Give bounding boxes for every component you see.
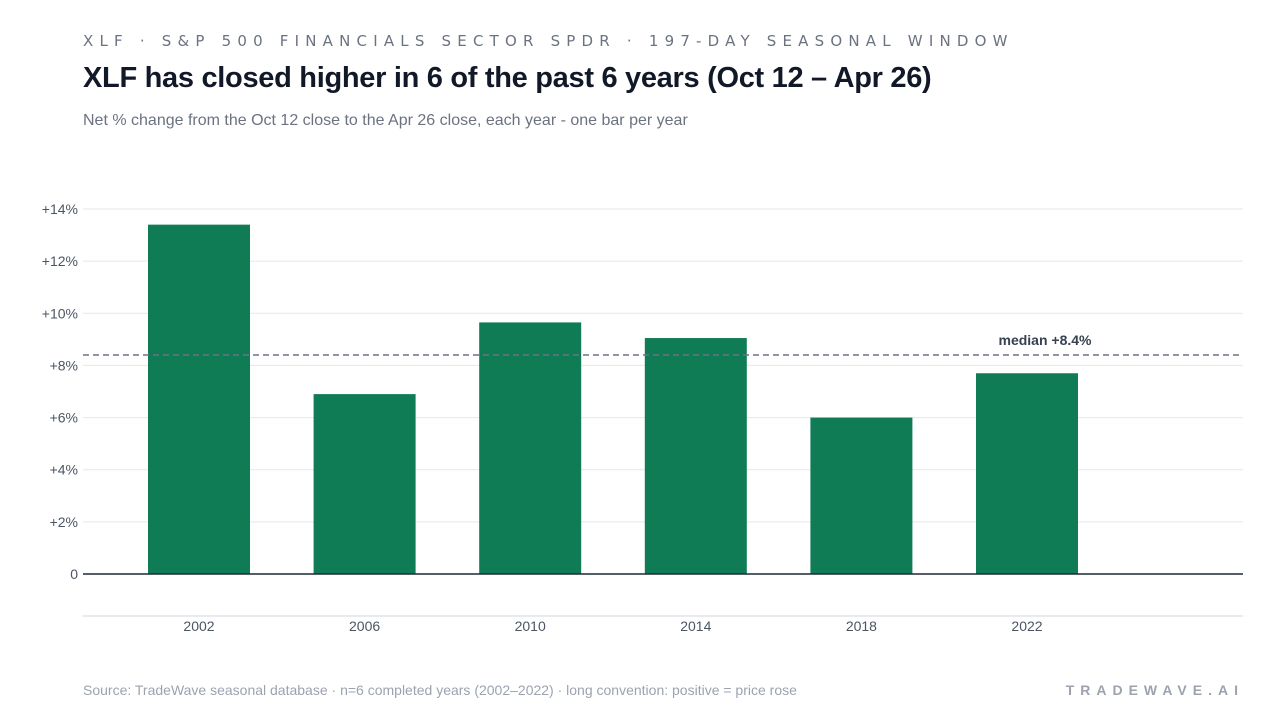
y-tick-label: +6%: [50, 410, 78, 426]
chart-title: XLF has closed higher in 6 of the past 6…: [83, 62, 932, 94]
y-tick-label: 0: [70, 566, 78, 582]
y-tick-label: +14%: [42, 201, 78, 217]
x-tick-label: 2010: [515, 618, 546, 634]
y-tick-label: +4%: [50, 462, 78, 478]
chart-subtitle: Net % change from the Oct 12 close to th…: [83, 112, 688, 129]
bar-2022: [976, 373, 1078, 574]
bar-2018: [810, 417, 913, 574]
x-tick-label: 2006: [349, 618, 380, 634]
y-tick-label: +12%: [42, 253, 78, 269]
y-tick-label: +2%: [50, 514, 78, 530]
x-tick-label: 2018: [846, 618, 877, 634]
bar-2014: [644, 338, 747, 574]
median-label: median +8.4%: [999, 332, 1093, 348]
source-note: Source: TradeWave seasonal database · n=…: [83, 682, 797, 698]
y-tick-label: +10%: [42, 305, 78, 321]
bar-2006: [313, 394, 416, 574]
x-tick-label: 2022: [1011, 618, 1042, 634]
x-tick-label: 2014: [680, 618, 711, 634]
brand-wordmark: TRADEWAVE.AI: [1065, 682, 1244, 698]
chart-eyebrow: XLF · S&P 500 FINANCIALS SECTOR SPDR · 1…: [83, 32, 1014, 50]
x-tick-label: 2002: [183, 618, 214, 634]
bar-2010: [479, 322, 582, 574]
y-tick-label: +8%: [50, 357, 78, 373]
bar-2002: [148, 224, 250, 574]
